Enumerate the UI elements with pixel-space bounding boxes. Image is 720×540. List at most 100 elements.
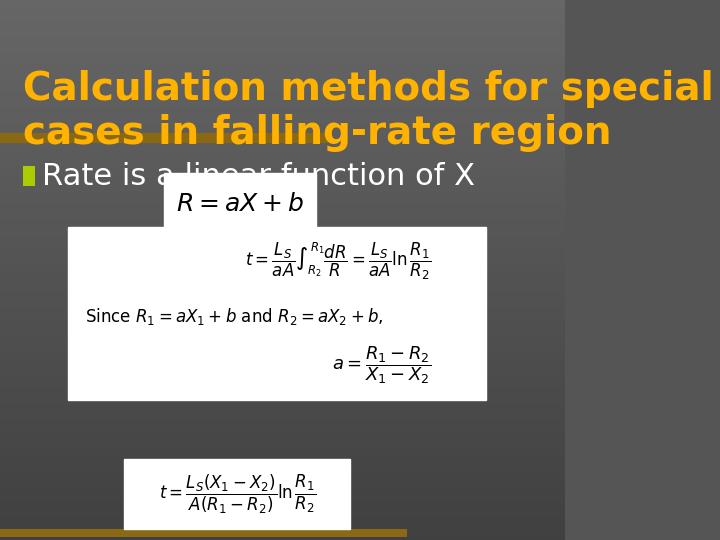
FancyBboxPatch shape: [0, 133, 328, 143]
Bar: [0, 340, 565, 346]
Bar: [0, 184, 565, 189]
Bar: [0, 189, 565, 194]
Bar: [0, 475, 565, 481]
Text: Calculation methods for special
cases in falling-rate region: Calculation methods for special cases in…: [22, 70, 714, 152]
Bar: [0, 108, 565, 113]
Bar: [0, 38, 565, 43]
Bar: [0, 167, 565, 173]
Bar: [0, 281, 565, 286]
Bar: [0, 443, 565, 448]
Bar: [0, 5, 565, 11]
Text: $t = \dfrac{L_S(X_1 - X_2)}{A(R_1 - R_2)}\ln\dfrac{R_1}{R_2}$: $t = \dfrac{L_S(X_1 - X_2)}{A(R_1 - R_2)…: [158, 472, 316, 516]
Bar: [0, 491, 565, 497]
Bar: [0, 27, 565, 32]
Bar: [0, 16, 565, 22]
Bar: [0, 346, 565, 351]
Bar: [0, 59, 565, 65]
FancyBboxPatch shape: [164, 173, 316, 235]
Bar: [0, 146, 565, 151]
Bar: [0, 119, 565, 124]
Bar: [0, 502, 565, 508]
Bar: [0, 464, 565, 470]
Bar: [0, 211, 565, 216]
Bar: [0, 232, 565, 238]
Bar: [0, 448, 565, 454]
Bar: [0, 157, 565, 162]
Bar: [0, 238, 565, 243]
Bar: [0, 265, 565, 270]
Bar: [0, 243, 565, 248]
Bar: [0, 362, 565, 367]
Bar: [0, 308, 565, 313]
Bar: [0, 427, 565, 432]
Bar: [0, 335, 565, 340]
Bar: [0, 205, 565, 211]
Bar: [0, 103, 565, 108]
Bar: [0, 92, 565, 97]
Bar: [0, 535, 565, 540]
Bar: [0, 227, 565, 232]
Bar: [0, 76, 565, 81]
Bar: [0, 389, 565, 394]
Bar: [0, 194, 565, 200]
Bar: [0, 481, 565, 486]
Bar: [0, 81, 565, 86]
Bar: [0, 43, 565, 49]
Bar: [0, 200, 565, 205]
Text: Rate is a linear function of X: Rate is a linear function of X: [42, 161, 475, 191]
Bar: [0, 410, 565, 416]
Bar: [0, 113, 565, 119]
Bar: [0, 405, 565, 410]
Bar: [0, 11, 565, 16]
Bar: [0, 513, 565, 518]
Bar: [0, 486, 565, 491]
Bar: [0, 497, 565, 502]
Bar: [0, 421, 565, 427]
Bar: [0, 383, 565, 389]
Bar: [0, 248, 565, 254]
Bar: [0, 270, 565, 275]
Bar: [0, 508, 565, 513]
Bar: [0, 286, 565, 292]
Bar: [0, 400, 565, 405]
Bar: [0, 319, 565, 324]
Bar: [0, 524, 565, 529]
Bar: [0, 437, 565, 443]
Bar: [0, 216, 565, 221]
Bar: [0, 86, 565, 92]
Bar: [0, 97, 565, 103]
Text: $R = aX + b$: $R = aX + b$: [176, 192, 304, 216]
Bar: [0, 416, 565, 421]
Bar: [0, 130, 565, 135]
FancyBboxPatch shape: [125, 459, 350, 529]
Bar: [0, 297, 565, 302]
Bar: [0, 135, 565, 140]
Bar: [0, 0, 565, 5]
Bar: [0, 292, 565, 297]
FancyBboxPatch shape: [68, 227, 486, 400]
Bar: [0, 394, 565, 400]
Bar: [0, 518, 565, 524]
Text: $a = \dfrac{R_1 - R_2}{X_1 - X_2}$: $a = \dfrac{R_1 - R_2}{X_1 - X_2}$: [332, 344, 431, 386]
Bar: [0, 470, 565, 475]
Text: $t = \dfrac{L_S}{aA}\int_{R_2}^{R_1}\dfrac{dR}{R} = \dfrac{L_S}{aA}\ln\dfrac{R_1: $t = \dfrac{L_S}{aA}\int_{R_2}^{R_1}\dfr…: [246, 241, 431, 282]
Bar: [0, 22, 565, 27]
Text: Since $R_1 = aX_1 + b$ and $R_2 = aX_2 + b,$: Since $R_1 = aX_1 + b$ and $R_2 = aX_2 +…: [85, 306, 383, 327]
Bar: [0, 275, 565, 281]
Bar: [0, 173, 565, 178]
Bar: [0, 221, 565, 227]
Bar: [0, 529, 565, 535]
Bar: [0, 432, 565, 437]
Bar: [0, 49, 565, 54]
Bar: [0, 373, 565, 378]
Bar: [0, 378, 565, 383]
Bar: [0, 329, 565, 335]
Bar: [0, 254, 565, 259]
Bar: [0, 54, 565, 59]
Bar: [0, 367, 565, 373]
Bar: [0, 178, 565, 184]
Bar: [0, 32, 565, 38]
Bar: [0, 356, 565, 362]
Bar: [0, 140, 565, 146]
Bar: [0, 65, 565, 70]
